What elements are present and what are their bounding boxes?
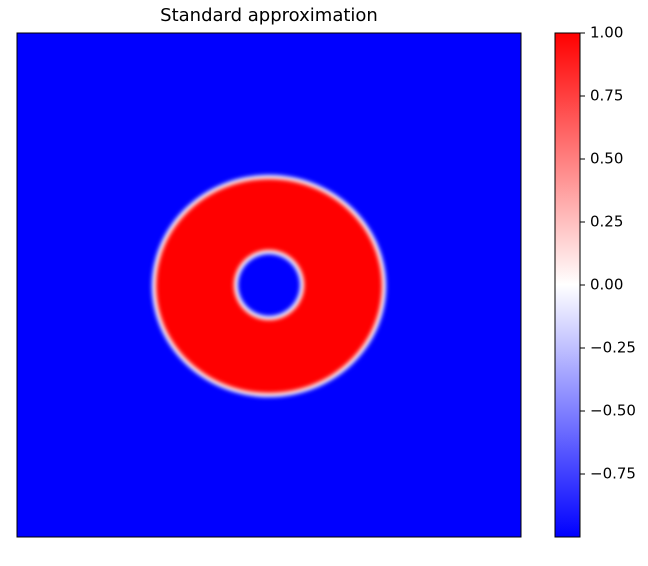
hole bbox=[238, 254, 300, 316]
colorbar bbox=[554, 32, 581, 538]
colorbar-tick-label: 0.75 bbox=[590, 87, 623, 105]
colorbar-tick-label: −0.75 bbox=[590, 465, 636, 483]
colorbar-tick-label: −0.50 bbox=[590, 402, 636, 420]
colorbar-tick-label: 0.00 bbox=[590, 276, 623, 294]
colorbar-tick-label: 1.00 bbox=[590, 24, 623, 42]
colorbar-tick-label: 0.25 bbox=[590, 213, 623, 231]
colorbar-tick-label: 0.50 bbox=[590, 150, 623, 168]
axes-frame bbox=[16, 32, 522, 538]
colorbar-tick-label: −0.25 bbox=[590, 339, 636, 357]
image bbox=[17, 33, 521, 537]
chart-title: Standard approximation bbox=[160, 5, 378, 26]
